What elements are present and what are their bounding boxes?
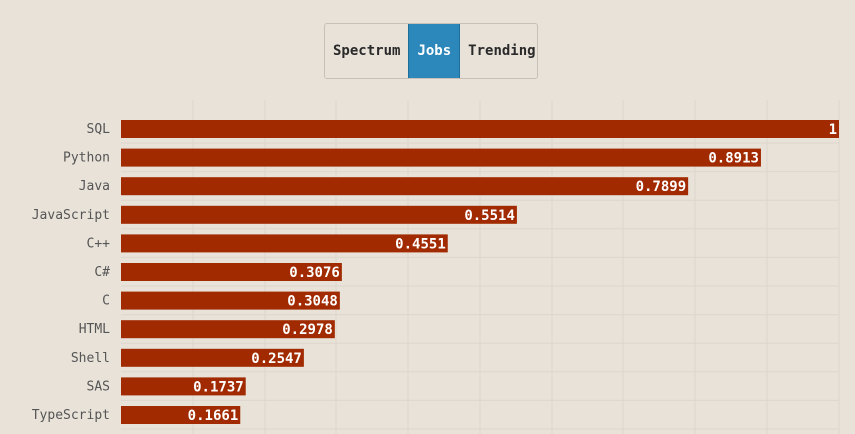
value-label: 0.4551 <box>395 236 446 252</box>
category-label: SQL <box>87 122 111 137</box>
bar-html <box>121 320 335 339</box>
labels: SQL 1 Python 0.8913 Java 0.7899 JavaScript 0.55… <box>32 122 837 424</box>
bar-javascript <box>121 205 517 224</box>
tab-spectrum[interactable]: Spectrum <box>333 43 401 59</box>
value-label: 0.2547 <box>251 351 302 367</box>
category-label: C <box>102 294 110 309</box>
value-label: 0.2978 <box>282 322 333 338</box>
category-label: C++ <box>87 236 111 251</box>
bar-c <box>121 291 340 310</box>
value-label: 1 <box>829 122 837 138</box>
value-label: 0.3076 <box>289 265 340 281</box>
value-label: 0.5514 <box>464 208 515 224</box>
bar-python <box>121 148 761 167</box>
value-label: 0.1661 <box>188 408 239 424</box>
category-label: HTML <box>79 322 110 337</box>
value-label: 0.3048 <box>287 294 338 310</box>
bar-sas <box>121 377 246 396</box>
category-label: C# <box>94 265 110 280</box>
bar-shell <box>121 348 304 367</box>
category-label: TypeScript <box>32 408 110 423</box>
category-label: SAS <box>87 379 110 394</box>
tab-group: Spectrum Jobs Trending <box>324 23 538 79</box>
category-label: JavaScript <box>32 208 110 223</box>
bar-c- <box>121 263 342 281</box>
bar-sql <box>121 120 839 138</box>
value-label: 0.8913 <box>708 151 759 167</box>
bar-typescript <box>121 406 241 424</box>
category-label: Python <box>63 151 110 166</box>
bar-java <box>121 177 689 196</box>
bars <box>121 120 839 424</box>
category-label: Java <box>79 179 110 194</box>
tab-trending[interactable]: Trending <box>468 43 536 59</box>
category-label: Shell <box>71 351 110 366</box>
bar-c- <box>121 234 448 253</box>
value-label: 0.7899 <box>636 179 687 195</box>
value-label: 0.1737 <box>193 379 244 395</box>
tab-jobs[interactable]: Jobs <box>408 24 461 78</box>
